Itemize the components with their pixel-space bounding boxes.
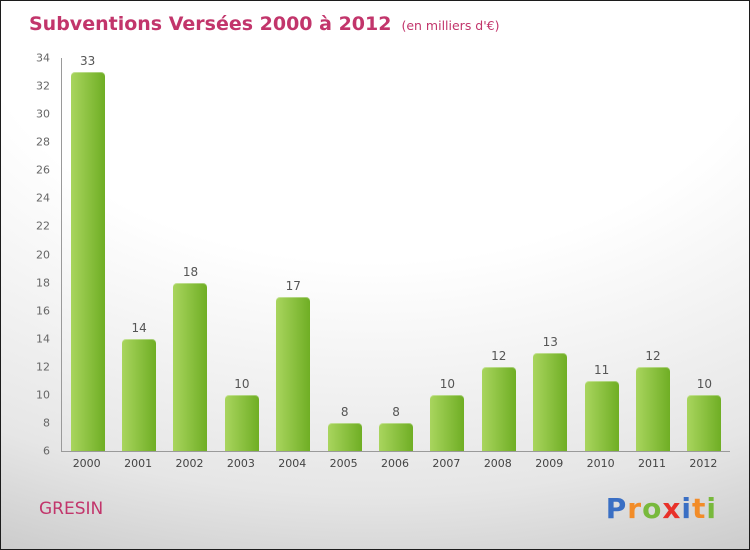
y-tick-label: 22 xyxy=(36,219,50,233)
org-name: GRESIN xyxy=(39,499,104,519)
bar xyxy=(276,296,311,451)
bar-value-label: 10 xyxy=(696,376,713,391)
logo-letter: P xyxy=(605,492,628,525)
bar xyxy=(533,352,568,451)
bar-column: 10 xyxy=(216,58,267,451)
y-tick-label: 18 xyxy=(36,276,50,290)
y-tick-label: 20 xyxy=(36,248,50,261)
logo-letter: t xyxy=(692,492,707,525)
y-axis: 6 8 10 12 14 16 18 20 22 24 26 28 30 32 34 xyxy=(1,53,60,457)
x-axis-label: 2005 xyxy=(329,457,358,470)
bar-column: 17 xyxy=(268,58,319,451)
bar xyxy=(379,422,414,451)
bar-column: 18 xyxy=(165,58,216,451)
x-axis-label: 2008 xyxy=(483,457,512,470)
y-tick-label: 6 xyxy=(43,444,50,458)
x-axis-label: 2001 xyxy=(124,457,153,470)
bar xyxy=(635,366,670,451)
bar-column: 8 xyxy=(370,58,421,451)
bar xyxy=(224,394,259,451)
proxiti-logo: Proxiti xyxy=(606,492,717,525)
x-axis-label: 2012 xyxy=(689,457,718,470)
bar-value-label: 13 xyxy=(542,334,558,349)
bar-column: 14 xyxy=(113,58,164,451)
logo-letter: i xyxy=(706,492,717,525)
x-axis-labels: 2000 2001 2002 2003 2004 2005 2006 2007 2008 2009… xyxy=(61,457,729,470)
bar-value-label: 17 xyxy=(285,278,301,293)
x-axis-label: 2007 xyxy=(432,457,461,470)
bar-value-label: 12 xyxy=(491,348,507,363)
bar-value-label: 12 xyxy=(645,348,661,363)
bar xyxy=(327,422,362,451)
bar-column: 12 xyxy=(627,58,678,451)
bar xyxy=(481,366,516,451)
x-axis-label: 2011 xyxy=(637,457,666,470)
bar xyxy=(173,282,208,451)
plot-area: 33 14 18 10 17 8 8 10 12 13 11 12 10 xyxy=(61,54,730,452)
y-tick-label: 24 xyxy=(36,191,50,205)
y-tick-label: 34 xyxy=(36,51,50,65)
bar xyxy=(430,394,465,451)
x-axis-label: 2010 xyxy=(586,457,615,470)
y-tick-label: 14 xyxy=(36,332,50,346)
bar xyxy=(584,380,619,451)
bar-column: 10 xyxy=(679,58,730,451)
bar-value-label: 18 xyxy=(182,264,199,279)
chart-header: Subventions Versées 2000 à 2012 (en mill… xyxy=(29,13,500,35)
bar-value-label: 10 xyxy=(439,376,456,391)
bar-column: 11 xyxy=(576,58,627,451)
x-axis-label: 2002 xyxy=(175,457,204,470)
chart-title: Subventions Versées 2000 à 2012 xyxy=(29,13,392,35)
bar xyxy=(122,338,157,451)
bar-value-label: 10 xyxy=(234,376,250,391)
y-tick-label: 8 xyxy=(43,416,50,430)
logo-letter: i xyxy=(681,492,692,525)
bar-column: 33 xyxy=(62,54,113,451)
bar-value-label: 8 xyxy=(392,404,400,419)
logo-letter: o xyxy=(642,492,663,525)
y-tick-label: 28 xyxy=(36,135,50,149)
y-tick-label: 30 xyxy=(36,107,50,121)
x-axis-label: 2003 xyxy=(226,457,255,470)
bar-column: 8 xyxy=(319,58,370,451)
chart-subtitle: (en milliers d'€) xyxy=(401,18,500,33)
bar-column: 12 xyxy=(473,58,524,451)
bar-value-label: 14 xyxy=(131,320,147,335)
y-tick-label: 32 xyxy=(36,79,50,93)
bar-column: 13 xyxy=(525,58,576,451)
bar-value-label: 33 xyxy=(80,54,96,69)
logo-letter: x xyxy=(662,492,682,525)
logo-letter: r xyxy=(627,492,643,525)
y-tick-label: 26 xyxy=(36,163,50,177)
bar xyxy=(687,394,722,451)
y-tick-label: 10 xyxy=(36,388,50,402)
y-tick-label: 12 xyxy=(36,360,50,374)
x-axis-label: 2000 xyxy=(72,457,101,470)
x-axis-label: 2006 xyxy=(381,457,410,470)
x-axis-label: 2004 xyxy=(278,457,307,470)
bar-column: 10 xyxy=(422,58,473,451)
y-tick-label: 16 xyxy=(36,304,50,318)
x-axis-label: 2009 xyxy=(535,457,564,470)
bar-value-label: 11 xyxy=(593,362,610,377)
bar-value-label: 8 xyxy=(340,404,349,419)
bar xyxy=(70,72,105,451)
